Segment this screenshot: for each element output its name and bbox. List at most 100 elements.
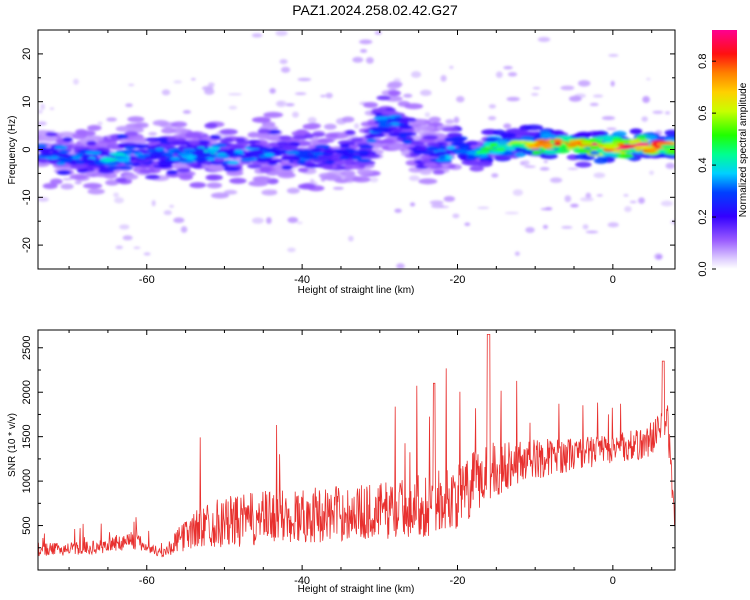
spectrogram-speckle — [545, 207, 553, 211]
spectrogram-cell — [123, 151, 133, 156]
spectrogram-speckle — [296, 221, 303, 224]
spectrogram-cell — [301, 155, 318, 160]
spectrogram-cell — [363, 102, 379, 109]
spectrogram-cell — [297, 151, 309, 156]
spectrogram-speckle — [512, 189, 523, 196]
spectrogram-speckle — [642, 96, 650, 103]
spectrogram-cell — [660, 144, 675, 149]
spectrogram-speckle — [665, 111, 671, 115]
spectrogram-speckle — [394, 208, 402, 213]
spectrogram-cell — [124, 145, 137, 150]
spectrogram-cell — [209, 134, 221, 140]
spectrogram-cell — [250, 149, 263, 154]
spectrogram-cell — [69, 173, 88, 180]
spectrogram-cell — [266, 158, 283, 163]
spectrogram-cell — [489, 142, 499, 147]
spectrogram-cell — [116, 134, 129, 139]
spectrogram-speckle — [530, 92, 539, 96]
spectrogram-cell — [297, 167, 309, 173]
spectrogram-cell — [104, 157, 120, 162]
spectrogram-cell — [279, 135, 292, 141]
colorbar-tick-label: 0.6 — [697, 105, 709, 120]
spectrogram-cell — [592, 130, 606, 137]
spectrogram-speckle — [266, 217, 272, 224]
spectrogram-speckle — [396, 263, 405, 269]
spectrogram-speckle — [443, 195, 456, 202]
spectrogram-cell — [422, 135, 439, 140]
spectrogram-speckle — [608, 54, 619, 57]
spectrogram-speckle — [163, 210, 172, 216]
spectrogram-cell — [85, 150, 102, 155]
spectrogram-cell — [373, 116, 388, 121]
spectrogram-ticks: -60 -40 -20 0 -20 -10 0 10 20 — [21, 29, 675, 286]
spectrogram-cell — [38, 143, 48, 148]
spectrogram-speckle — [487, 116, 497, 121]
spectrogram-cell — [629, 128, 643, 135]
spectrogram-cell — [285, 150, 300, 155]
spectrogram-speckle — [523, 165, 536, 168]
spectrogram-cell — [453, 143, 470, 148]
spectrogram-cell — [234, 149, 244, 154]
spectrogram-cell — [340, 170, 356, 177]
spectrogram-speckle — [532, 87, 541, 90]
spectrogram-speckle — [320, 95, 326, 98]
spectrogram-cell — [277, 172, 296, 179]
spectrogram-cell — [296, 160, 307, 165]
spectrogram-cell — [388, 90, 401, 97]
spectrogram-cell — [229, 177, 247, 184]
spectrogram-heatmap — [38, 30, 675, 269]
spectrogram-speckle — [307, 116, 317, 124]
spectrogram-cell — [206, 174, 223, 181]
spectrogram-cell — [622, 144, 638, 149]
spectrogram-speckle — [106, 117, 117, 122]
spectrogram-cell — [461, 159, 480, 166]
spectrogram-cell — [341, 116, 355, 123]
spectrogram-speckle — [542, 224, 549, 229]
spectrogram-cell — [54, 145, 68, 150]
spectrogram-cell — [227, 160, 240, 165]
spectrogram-speckle — [410, 71, 422, 78]
spectrogram-speckle — [601, 116, 616, 121]
spectrogram-cell — [280, 156, 292, 161]
colorbar-ticks: 0.0 0.2 0.4 0.6 0.8 — [697, 54, 716, 277]
spectrogram-blobs — [38, 30, 675, 269]
spectrogram-cell — [178, 174, 193, 181]
spectrogram-cell — [580, 141, 593, 146]
snr-panel: -60 -40 -20 0 500 1000 1500 2000 2500 Height of … — [7, 329, 676, 595]
spectrogram-speckle — [173, 217, 185, 224]
spectrogram-cell — [152, 120, 169, 127]
spectrogram-cell — [500, 132, 517, 139]
spectrogram-speckle — [564, 195, 572, 203]
spectrogram-speckle — [606, 127, 617, 131]
spectrogram-speckle — [522, 160, 530, 166]
spectrogram-speckle — [73, 78, 79, 85]
spectrogram-cell — [522, 149, 534, 155]
spectrogram-speckle — [151, 200, 156, 207]
spectrogram-cell — [40, 148, 51, 154]
snr-ytick-label: 1000 — [21, 469, 33, 493]
spectrogram-cell — [115, 177, 128, 183]
spectrogram-cell — [534, 142, 546, 147]
spectrogram-cell — [94, 161, 104, 166]
spectrogram-cell — [558, 144, 570, 149]
spectrogram-speckle — [656, 254, 662, 260]
spectrogram-speckle — [491, 173, 499, 178]
spectrogram-speckle — [464, 222, 471, 227]
spectrogram-cell — [204, 122, 218, 129]
spectrogram-cell — [177, 152, 191, 157]
spectrogram-cell — [57, 157, 74, 162]
spectrogram-ytick-label: -20 — [21, 237, 33, 253]
spectrogram-speckle — [180, 226, 188, 233]
spectrogram-speckle — [148, 131, 157, 136]
spectrogram-cell — [646, 147, 660, 152]
spectrogram-cell — [210, 192, 230, 199]
spectrogram-speckle — [292, 111, 299, 118]
spectrogram-speckle — [488, 104, 496, 109]
spectrogram-cell — [540, 153, 558, 160]
spectrogram-cell — [157, 160, 175, 166]
spectrogram-speckle — [325, 92, 333, 99]
spectrogram-speckle — [503, 66, 513, 70]
spectrogram-cell — [223, 166, 241, 172]
spectrogram-xtick-label: -20 — [450, 274, 466, 286]
spectrogram-speckle — [592, 94, 604, 98]
